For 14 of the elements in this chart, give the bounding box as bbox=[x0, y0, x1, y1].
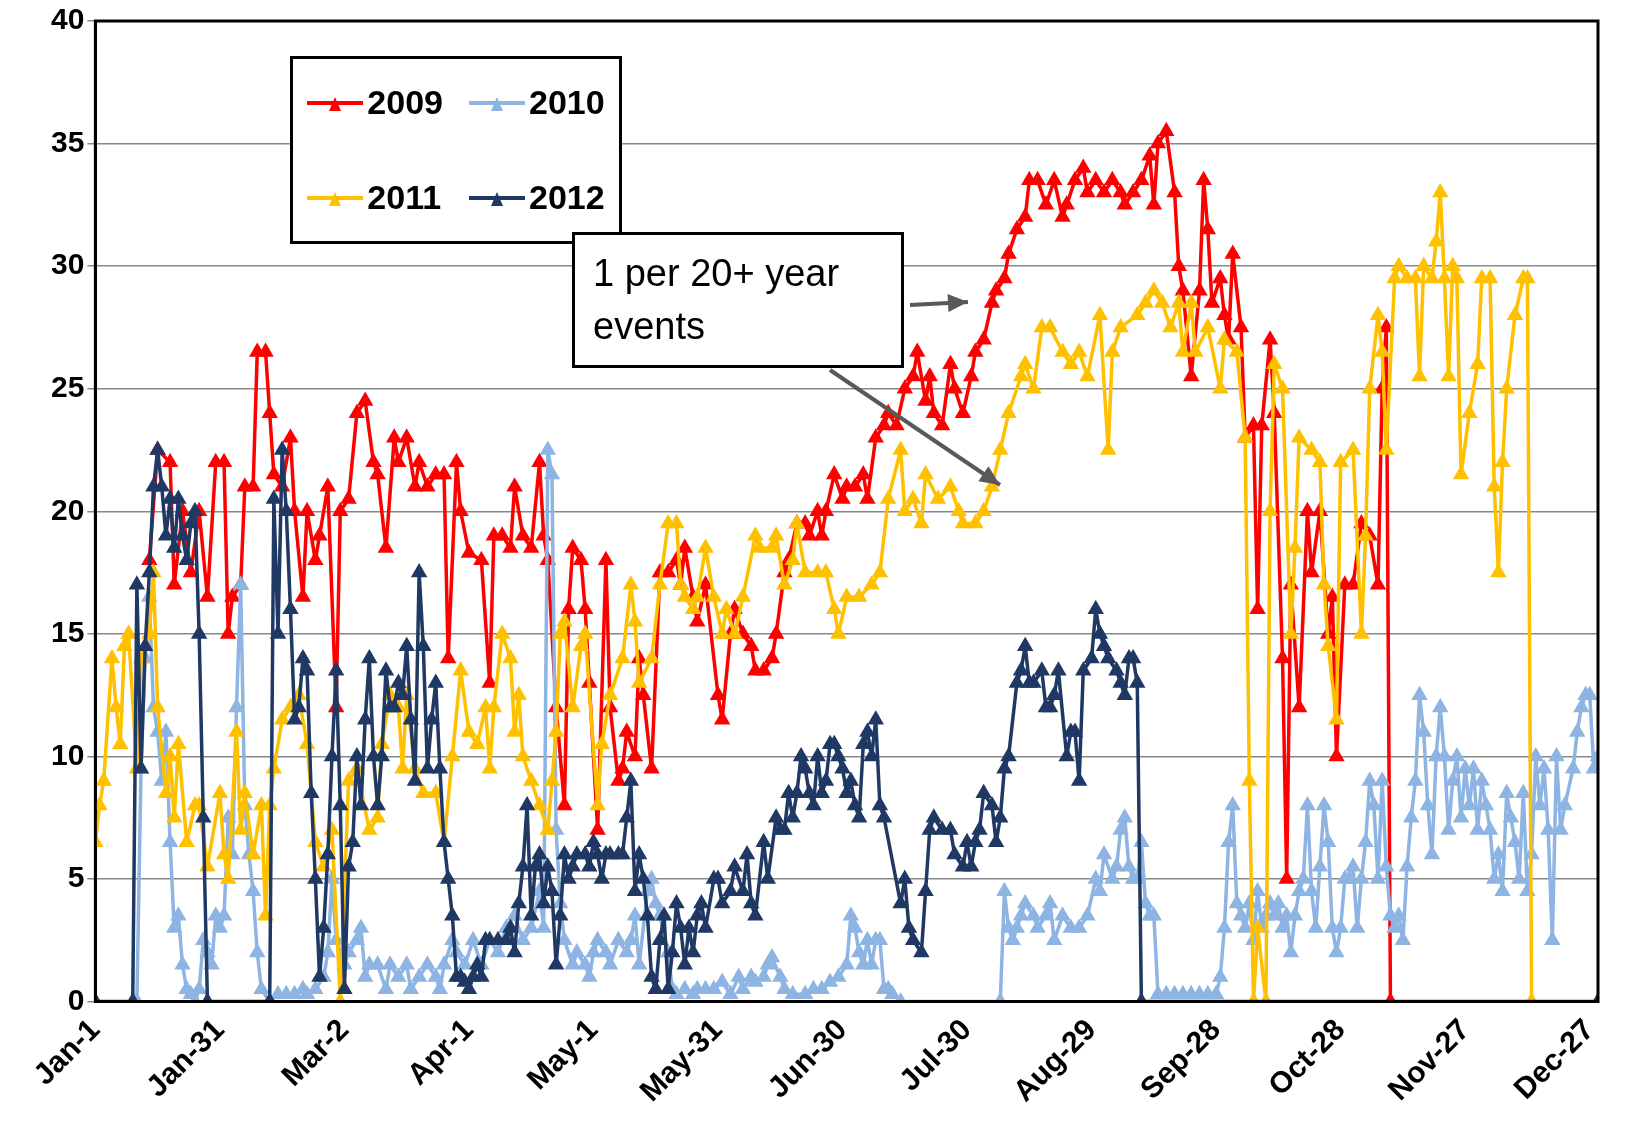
y-tick-label: 15 bbox=[50, 615, 85, 649]
y-tick-label: 10 bbox=[50, 737, 85, 771]
legend-label: 2009 bbox=[367, 83, 443, 122]
legend-label: 2010 bbox=[529, 83, 605, 122]
y-tick-label: 40 bbox=[50, 2, 85, 36]
y-tick-label: 35 bbox=[50, 124, 85, 158]
y-tick-label: 20 bbox=[50, 492, 85, 526]
y-tick-label: 30 bbox=[50, 247, 85, 281]
y-tick-label: 0 bbox=[67, 982, 85, 1016]
y-tick-label: 5 bbox=[67, 860, 85, 894]
legend-label: 2011 bbox=[367, 178, 442, 217]
y-tick-label: 25 bbox=[50, 370, 85, 403]
legend-label: 2012 bbox=[529, 178, 605, 217]
annotation: 1 per 20+ year events bbox=[572, 232, 904, 369]
